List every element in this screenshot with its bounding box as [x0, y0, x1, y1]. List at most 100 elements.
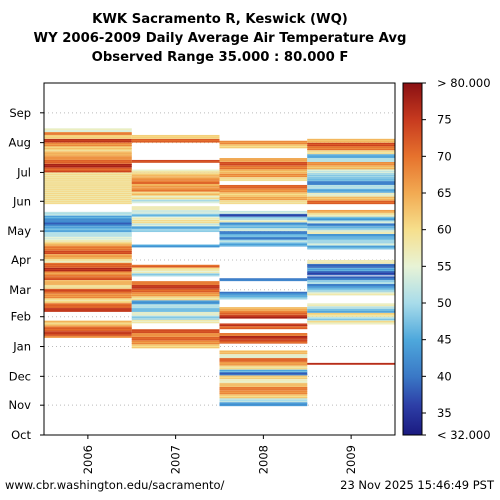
heatmap-cell-2007 [131, 223, 220, 227]
heatmap-cell-2007 [131, 329, 220, 334]
heatmap-cell-2007 [131, 159, 220, 163]
heatmap-cell-2009 [307, 287, 395, 292]
heatmap-cell-2009 [307, 320, 395, 325]
heatmap-cell-2009 [307, 233, 395, 238]
heatmap-cell-2009 [307, 237, 395, 242]
heatmap-cell-2008 [219, 222, 308, 226]
heatmap-cell-2007 [131, 172, 220, 177]
heatmap-cell-2009 [307, 291, 395, 296]
y-tick-label: Jan [12, 340, 31, 354]
heatmap-cell-2009 [307, 173, 395, 178]
heatmap-cell-2009 [307, 259, 395, 264]
colorbar-tick-label: 40 [437, 369, 452, 383]
heatmap-cell-2009 [307, 223, 395, 227]
heatmap-cell-2007 [131, 216, 220, 220]
heatmap-cell-2008 [219, 361, 308, 366]
heatmap-cell-2008 [219, 184, 308, 189]
heatmap-cell-2009 [307, 209, 395, 213]
heatmap-cell-2006 [44, 331, 132, 336]
colorbar-ticks: < 32.000 35 40 45 50 55 60 65 70 75 > 80.000 [422, 76, 491, 442]
heatmap-cell-2006 [44, 142, 132, 147]
heatmap-cell-2009 [307, 280, 395, 285]
footer-url: www.cbr.washington.edu/sacramento/ [5, 478, 225, 492]
heatmap-cell-2008 [219, 188, 308, 193]
heatmap-cell-2009 [307, 200, 395, 205]
heatmap-cell-2009 [307, 303, 395, 307]
heatmap-cell-2009 [307, 138, 395, 143]
heatmap-cell-2007 [131, 206, 220, 210]
heatmap-cell-2008 [219, 210, 308, 214]
heatmap-cell-2007 [131, 183, 220, 188]
heatmap-cell-2006 [44, 138, 132, 143]
heatmap-cell-2009 [307, 241, 395, 246]
heatmap-cell-2008 [219, 398, 308, 403]
heatmap-cell-2008 [219, 239, 308, 243]
colorbar-tick-label: 50 [437, 296, 452, 310]
heatmap-cell-2007 [131, 273, 220, 277]
heatmap-cell-2006 [44, 250, 132, 255]
heatmap-cell-2006 [44, 308, 132, 312]
heatmap-cell-2007 [131, 284, 220, 289]
heatmap-cell-2009 [307, 142, 395, 147]
heatmap-cell-2009 [307, 312, 395, 317]
colorbar-tick-label: 35 [437, 406, 452, 420]
heatmap-cell-2007 [131, 308, 220, 312]
heatmap-cell-2007 [131, 199, 220, 204]
heatmap-cell-2006 [44, 267, 132, 272]
heatmap-cell-2009 [307, 284, 395, 288]
heatmap-cell-2006 [44, 172, 132, 205]
heatmap-cell-2008 [219, 375, 308, 380]
heatmap-cell-2008 [219, 394, 308, 399]
heatmap-cell-2008 [219, 402, 308, 407]
heatmap-cell-2006 [44, 163, 132, 168]
x-tick-label: 2007 [169, 445, 183, 474]
heatmap-cell-2007 [131, 226, 220, 230]
heatmap-cell-2007 [131, 315, 220, 320]
heatmap-cell-2006 [44, 271, 132, 277]
heatmap-cell-2008 [219, 236, 308, 240]
heatmap-cell-2006 [44, 262, 132, 268]
heatmap-cell-2007 [131, 176, 220, 181]
heatmap-cell-2006 [44, 326, 132, 332]
heatmap-cell-2008 [219, 177, 308, 182]
heatmap-cell-2008 [219, 165, 308, 170]
heatmap-cell-2007 [131, 304, 220, 309]
heatmap-cell-2007 [131, 267, 220, 271]
heatmap-cell-2009 [307, 263, 395, 268]
heatmap-cell-2008 [219, 140, 308, 145]
heatmap-cell-2009 [307, 220, 395, 224]
title-line-2: WY 2006-2009 Daily Average Air Temperatu… [33, 31, 407, 46]
heatmap-cell-2008 [219, 173, 308, 178]
plot-frame [43, 82, 396, 436]
heatmap-cell-2008 [219, 200, 308, 205]
heatmap-cell-2008 [219, 144, 308, 149]
heatmap-cell-2008 [219, 225, 308, 229]
colorbar [402, 82, 423, 436]
y-axis: Oct Nov Dec Jan Feb Mar Apr May Jun Jul Aug Sep [7, 106, 44, 442]
heatmap-cell-2007 [131, 134, 220, 139]
heatmap-cell-2007 [131, 229, 220, 233]
heatmap-cell-2006 [44, 245, 132, 251]
heatmap-cell-2009 [307, 184, 395, 189]
heatmap-cell-2008 [219, 295, 308, 300]
heatmap-cell-2008 [219, 386, 308, 391]
heatmap-cell-2007 [131, 344, 220, 349]
heatmap-cell-2006 [44, 167, 132, 173]
heatmap-cell-2008 [219, 291, 308, 296]
heatmap-cell-2006 [44, 298, 132, 304]
y-tick-label: Sep [9, 106, 31, 120]
heatmap-cell-2006 [44, 284, 132, 289]
heatmap-cell-2007 [131, 180, 220, 184]
y-tick-label: Dec [9, 369, 31, 383]
heatmap-cell-2008 [219, 158, 308, 162]
heatmap-cell-2007 [131, 195, 220, 200]
colorbar-tick-label: 55 [437, 259, 452, 273]
heatmap-cell-2008 [219, 390, 308, 395]
heatmap-cell-2007 [131, 270, 220, 274]
heatmap-cell-2008 [219, 216, 308, 220]
heatmap-cell-2006 [44, 151, 132, 157]
heatmap-cell-2009 [307, 154, 395, 159]
heatmap-cell-2007 [131, 288, 220, 293]
heatmap-cell-2006 [44, 288, 132, 294]
